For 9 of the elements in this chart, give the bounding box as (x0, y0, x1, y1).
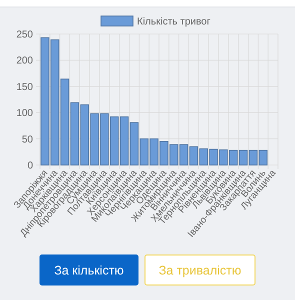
toggle-button: За кількістю (40, 254, 138, 286)
y-tick-label: 250 (16, 30, 34, 40)
y-tick-label: 100 (16, 108, 34, 120)
y-tick-label: 150 (16, 82, 34, 93)
y-tick-label: 0 (27, 160, 34, 172)
toggle-button: За тривалістю (144, 254, 256, 286)
legend-label: Кількість тривог (137, 16, 211, 28)
y-tick-label: 200 (16, 56, 34, 67)
y-tick-label: 50 (22, 134, 34, 146)
